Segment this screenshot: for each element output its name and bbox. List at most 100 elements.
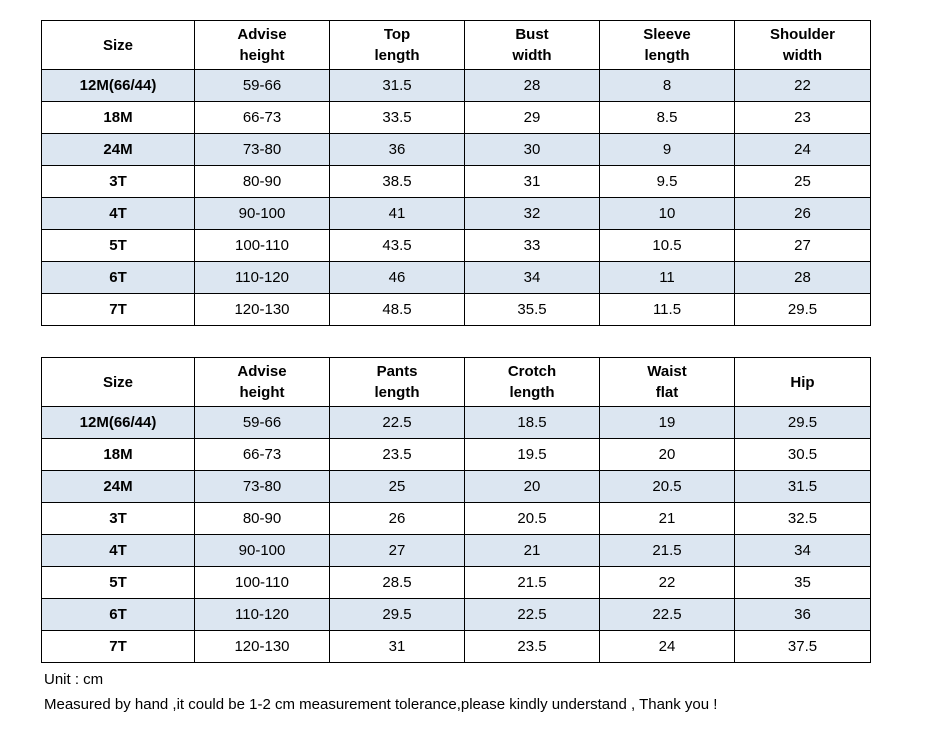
bottom-measurement-cell: 23.5 [329,438,465,471]
bottom-measurement-cell: 23.5 [464,630,600,663]
bottom-size-label-cell: 3T [41,502,195,535]
top-measurement-cell: 11 [599,261,735,294]
top-measurement-cell: 100-110 [194,229,330,262]
top-measurement-cell: 34 [464,261,600,294]
bottom-measurement-cell: 31 [329,630,465,663]
top-measurement-cell: 31 [464,165,600,198]
bottom-table-header: Size Advise height Pants length Crotch length W… [41,357,871,407]
top-column-header: Size [41,20,195,70]
top-header-row: Size Advise height Top length Bust width Sleeve… [41,20,871,70]
top-measurement-cell: 9 [599,133,735,166]
top-column-header-text: length [644,47,690,64]
top-measurement-cell: 31.5 [329,69,465,102]
unit-note: Unit : cm [44,671,104,688]
top-table-row: 6T 110-120 46 34 11 28 [41,261,871,294]
bottom-measurement-cell: 24 [599,630,735,663]
bottom-column-header-text: height [239,384,285,401]
top-table-row: 4T 90-100 41 32 10 26 [41,197,871,230]
bottom-column-header-text: Crotch [507,363,557,380]
bottom-size-label-cell: 18M [41,438,195,471]
bottom-column-header-text: length [509,384,555,401]
top-column-header-text: height [239,47,285,64]
bottom-header-row: Size Advise height Pants length Crotch length W… [41,357,871,407]
top-size-label-cell: 5T [41,229,195,262]
bottom-measurement-cell: 80-90 [194,502,330,535]
top-measurement-cell: 35.5 [464,293,600,326]
top-measurement-cell: 36 [329,133,465,166]
bottom-size-label-cell: 5T [41,566,195,599]
top-measurement-cell: 80-90 [194,165,330,198]
top-measurement-cell: 10.5 [599,229,735,262]
bottom-size-chart-table: Size Advise height Pants length Crotch length W… [41,357,871,663]
bottom-table-row: 12M(66/44) 59-66 22.5 18.5 19 29.5 [41,406,871,439]
top-table-header: Size Advise height Top length Bust width Sleeve… [41,20,871,70]
bottom-measurement-cell: 66-73 [194,438,330,471]
top-measurement-cell: 41 [329,197,465,230]
top-measurement-cell: 38.5 [329,165,465,198]
bottom-measurement-cell: 20 [599,438,735,471]
top-measurement-cell: 11.5 [599,293,735,326]
bottom-size-label-cell: 6T [41,598,195,631]
top-table-row: 5T 100-110 43.5 33 10.5 27 [41,229,871,262]
bottom-measurement-cell: 21.5 [599,534,735,567]
top-column-header: Shoulder width [734,20,871,70]
top-column-header-text: length [374,47,420,64]
tolerance-note: Measured by hand ,it could be 1-2 cm mea… [44,696,718,713]
bottom-table-row: 3T 80-90 26 20.5 21 32.5 [41,502,871,535]
bottom-size-label-cell: 4T [41,534,195,567]
top-size-label-cell: 7T [41,293,195,326]
top-measurement-cell: 43.5 [329,229,465,262]
top-measurement-cell: 29.5 [734,293,871,326]
bottom-measurement-cell: 31.5 [734,470,871,503]
top-measurement-cell: 10 [599,197,735,230]
bottom-measurement-cell: 21 [464,534,600,567]
bottom-measurement-cell: 18.5 [464,406,600,439]
top-size-label-cell: 3T [41,165,195,198]
bottom-measurement-cell: 35 [734,566,871,599]
bottom-table-row: 18M 66-73 23.5 19.5 20 30.5 [41,438,871,471]
bottom-table-row: 24M 73-80 25 20 20.5 31.5 [41,470,871,503]
top-measurement-cell: 26 [734,197,871,230]
top-measurement-cell: 66-73 [194,101,330,134]
top-measurement-cell: 28 [464,69,600,102]
bottom-measurement-cell: 21 [599,502,735,535]
top-size-label-cell: 12M(66/44) [41,69,195,102]
bottom-measurement-cell: 27 [329,534,465,567]
bottom-measurement-cell: 29.5 [329,598,465,631]
top-measurement-cell: 33 [464,229,600,262]
bottom-column-header: Pants length [329,357,465,407]
bottom-table-row: 7T 120-130 31 23.5 24 37.5 [41,630,871,663]
bottom-column-header: Hip [734,357,871,407]
top-column-header: Bust width [464,20,600,70]
top-column-header: Top length [329,20,465,70]
top-measurement-cell: 33.5 [329,101,465,134]
bottom-measurement-cell: 25 [329,470,465,503]
top-measurement-cell: 27 [734,229,871,262]
bottom-column-header-text: Pants [376,363,418,380]
top-measurement-cell: 28 [734,261,871,294]
bottom-column-header: Crotch length [464,357,600,407]
bottom-measurement-cell: 21.5 [464,566,600,599]
bottom-measurement-cell: 30.5 [734,438,871,471]
bottom-measurement-cell: 22.5 [599,598,735,631]
bottom-table-row: 4T 90-100 27 21 21.5 34 [41,534,871,567]
bottom-measurement-cell: 100-110 [194,566,330,599]
top-size-label-cell: 6T [41,261,195,294]
bottom-measurement-cell: 59-66 [194,406,330,439]
bottom-column-header: Advise height [194,357,330,407]
bottom-size-label-cell: 12M(66/44) [41,406,195,439]
bottom-measurement-cell: 36 [734,598,871,631]
top-measurement-cell: 23 [734,101,871,134]
top-measurement-cell: 29 [464,101,600,134]
top-measurement-cell: 22 [734,69,871,102]
top-column-header: Advise height [194,20,330,70]
bottom-column-header: Size [41,357,195,407]
bottom-size-label-cell: 7T [41,630,195,663]
top-column-header-text: width [512,47,552,64]
bottom-column-header: Waist flat [599,357,735,407]
bottom-measurement-cell: 73-80 [194,470,330,503]
bottom-column-header-text: flat [655,384,679,401]
top-measurement-cell: 110-120 [194,261,330,294]
bottom-measurement-cell: 22.5 [329,406,465,439]
bottom-measurement-cell: 37.5 [734,630,871,663]
